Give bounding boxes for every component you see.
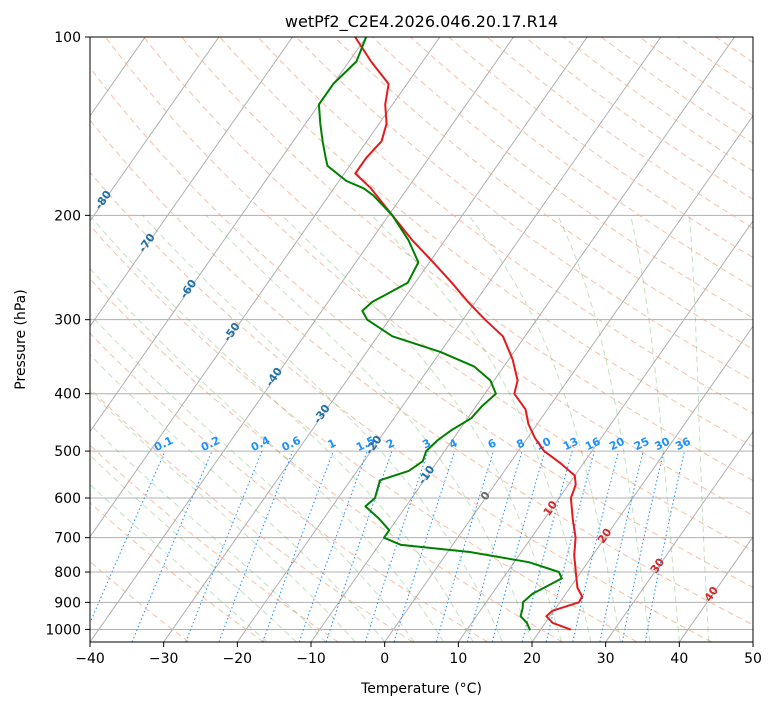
dry-adiabat bbox=[90, 502, 264, 642]
isotherm-line bbox=[531, 325, 753, 642]
x-tick-label: −40 bbox=[75, 651, 105, 667]
y-axis-title: Pressure (hPa) bbox=[13, 289, 29, 389]
mixing-ratio-label: 25 bbox=[632, 435, 651, 453]
mixing-ratio-label: 13 bbox=[561, 435, 580, 453]
moist-adiabat bbox=[90, 390, 356, 642]
dry-adiabat bbox=[257, 37, 753, 414]
mixing-ratio-line bbox=[572, 450, 620, 642]
axes: −40 −30 −20 −10 0 10 20 30 40 50 100 200 300 400 500 60… bbox=[45, 30, 762, 667]
dry-adiabat bbox=[410, 37, 753, 289]
plot-background bbox=[90, 37, 753, 642]
isotherm-line bbox=[236, 37, 662, 642]
isotherm-line bbox=[605, 430, 753, 642]
isotherm-line bbox=[384, 114, 753, 642]
mixing-ratio-label: 36 bbox=[673, 435, 693, 454]
mixing-ratio-line bbox=[545, 450, 595, 642]
y-tick-label: 100 bbox=[54, 30, 81, 46]
mixing-ratio-line bbox=[298, 450, 368, 642]
mixing-ratio-line bbox=[435, 450, 495, 642]
x-tick-label: 10 bbox=[449, 651, 467, 667]
mixing-ratio-label: 30 bbox=[653, 435, 673, 454]
dry-adiabat bbox=[90, 332, 488, 642]
isotherm-line bbox=[90, 37, 293, 328]
isotherm-line bbox=[678, 535, 753, 642]
moist-adiabat bbox=[557, 215, 651, 642]
isotherm-line bbox=[90, 37, 367, 433]
moist-adiabat bbox=[689, 215, 710, 642]
dry-adiabat bbox=[90, 119, 753, 626]
y-tick-label: 700 bbox=[54, 531, 81, 547]
moist-adiabat bbox=[281, 214, 562, 642]
dry-adiabat bbox=[143, 37, 753, 516]
background-lines bbox=[90, 37, 753, 642]
mixing-ratio-line bbox=[521, 450, 573, 642]
y-tick-label: 300 bbox=[54, 313, 81, 329]
dry-adiabat bbox=[90, 388, 414, 642]
mixing-ratio-line bbox=[393, 450, 456, 642]
x-tick-label: −20 bbox=[223, 651, 253, 667]
dry-adiabat bbox=[90, 278, 563, 642]
y-tick-label: 400 bbox=[54, 387, 81, 403]
isotherm-line bbox=[310, 37, 735, 642]
moist-adiabat bbox=[90, 483, 268, 642]
mixing-ratio-line bbox=[262, 450, 334, 642]
mixing-ratio-label: 10 bbox=[534, 435, 554, 454]
mixing-ratio-line bbox=[90, 450, 166, 625]
isotherm-line bbox=[90, 37, 220, 222]
dewpoint-profile-line bbox=[317, 37, 563, 631]
y-tick-label: 200 bbox=[54, 208, 81, 224]
x-tick-label: 20 bbox=[523, 651, 541, 667]
mixing-ratio-line bbox=[467, 450, 523, 642]
moist-adiabat bbox=[90, 423, 327, 642]
moist-adiabat bbox=[90, 215, 474, 642]
dry-adiabat bbox=[295, 37, 753, 382]
chart-title: wetPf2_C2E4.2026.046.20.17.R14 bbox=[285, 12, 558, 32]
y-tick-label: 800 bbox=[54, 565, 81, 581]
mixing-ratio-line bbox=[599, 450, 644, 642]
x-tick-label: 30 bbox=[597, 651, 615, 667]
y-tick-label: 600 bbox=[54, 491, 81, 507]
x-tick-label: −30 bbox=[149, 651, 179, 667]
dry-adiabat bbox=[90, 67, 753, 588]
moist-adiabat bbox=[142, 214, 503, 642]
y-tick-label: 1000 bbox=[45, 622, 81, 638]
mixing-ratio-line bbox=[185, 450, 263, 642]
y-tick-label: 900 bbox=[54, 595, 81, 611]
plot-frame bbox=[89, 36, 754, 643]
isotherm-line bbox=[163, 37, 588, 642]
x-tick-label: −10 bbox=[296, 651, 326, 667]
x-tick-label: 50 bbox=[744, 651, 762, 667]
y-tick-label: 500 bbox=[54, 444, 81, 460]
mixing-ratio-line bbox=[364, 450, 429, 642]
mixing-ratio-line bbox=[131, 450, 213, 642]
mixing-ratio-label: 20 bbox=[607, 435, 627, 454]
sounding-profiles bbox=[317, 37, 584, 631]
x-tick-label: 0 bbox=[380, 651, 389, 667]
moist-adiabat bbox=[90, 267, 445, 642]
moist-adiabat bbox=[630, 215, 680, 642]
mixing-ratio-label: 16 bbox=[583, 435, 603, 454]
isotherm-line bbox=[457, 220, 753, 642]
mixing-ratio-line bbox=[218, 450, 294, 642]
dry-adiabat bbox=[90, 171, 712, 642]
isotherm-line bbox=[90, 37, 514, 642]
dry-adiabat bbox=[90, 224, 638, 642]
x-axis-title: Temperature (°C) bbox=[360, 681, 482, 697]
x-tick-label: 40 bbox=[670, 651, 688, 667]
moist-adiabat bbox=[468, 214, 621, 642]
dry-adiabat bbox=[219, 37, 753, 448]
dry-adiabat bbox=[104, 37, 753, 552]
mixing-ratio-line bbox=[325, 450, 393, 642]
isotherm-line bbox=[90, 37, 441, 538]
temperature-profile-line bbox=[354, 37, 584, 631]
mixing-ratio-line bbox=[491, 450, 546, 642]
moist-adiabat bbox=[90, 454, 297, 642]
